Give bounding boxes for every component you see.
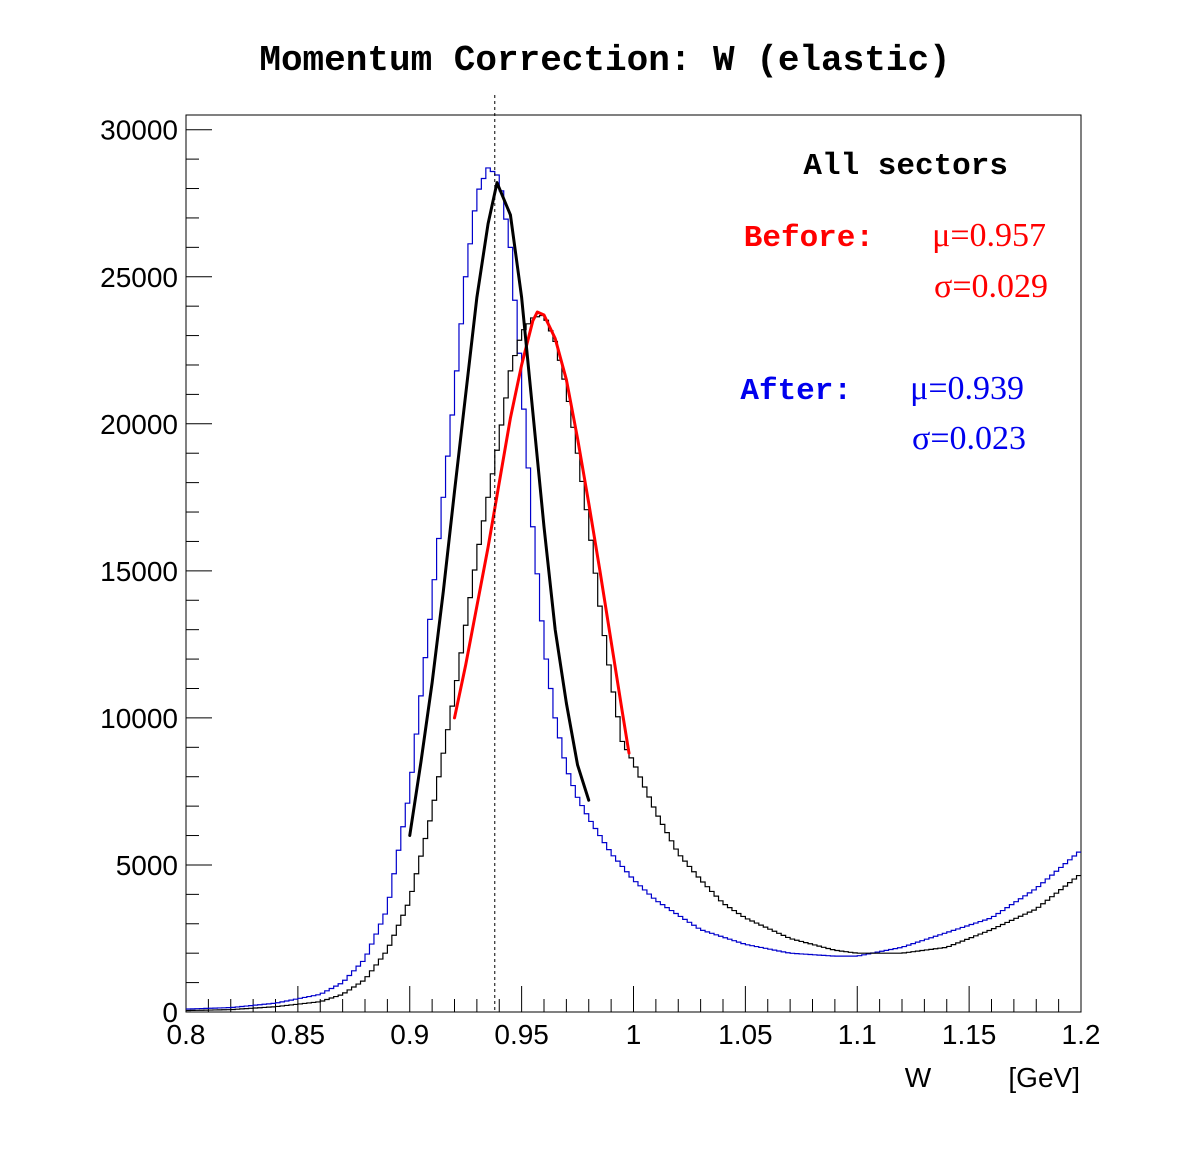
annotation-before-mu: μ=0.957 (932, 217, 1046, 254)
y-tick-label: 5000 (116, 850, 178, 881)
x-tick-label: 0.9 (390, 1019, 429, 1050)
y-tick-label: 0 (162, 997, 178, 1028)
annotation-before-label: Before: (744, 221, 874, 256)
y-tick-label: 30000 (100, 115, 178, 146)
x-tick-label: 0.95 (494, 1019, 549, 1050)
x-axis-label: W (905, 1062, 932, 1093)
y-axis-ticks: 0 5000 10000 15000 20000 25000 30000 (100, 115, 212, 1028)
annotation-after-sigma: σ=0.023 (912, 420, 1026, 457)
annotation-after-label: After: (740, 374, 852, 409)
x-tick-label: 0.85 (271, 1019, 326, 1050)
x-tick-label: 0.8 (167, 1019, 206, 1050)
fit-annotations: All sectors Before: μ=0.957 σ=0.029 Afte… (740, 149, 1048, 457)
y-tick-label: 25000 (100, 262, 178, 293)
x-tick-label: 1.15 (942, 1019, 997, 1050)
fit-curve-2 (453, 310, 631, 755)
annotation-after-mu: μ=0.939 (910, 370, 1024, 407)
x-axis-unit: [GeV] (1008, 1062, 1080, 1093)
histogram-series-0 (186, 167, 1081, 1010)
x-axis-title: W [GeV] (905, 1062, 1080, 1093)
fit-curve-3 (408, 181, 591, 838)
annotation-header: All sectors (803, 149, 1008, 184)
x-tick-label: 1 (626, 1019, 642, 1050)
x-tick-label: 1.1 (838, 1019, 877, 1050)
x-tick-label: 1.2 (1062, 1019, 1101, 1050)
x-tick-label: 1.05 (718, 1019, 773, 1050)
y-tick-label: 10000 (100, 703, 178, 734)
x-axis-ticks: 0.8 0.85 0.9 0.95 1 1.05 1.1 1.15 1.2 (167, 986, 1101, 1050)
y-tick-label: 20000 (100, 409, 178, 440)
y-tick-label: 15000 (100, 556, 178, 587)
histogram-series-1 (186, 314, 1081, 1012)
annotation-before-sigma: σ=0.029 (934, 268, 1048, 305)
chart-title: Momentum Correction: W (elastic) (259, 40, 950, 81)
series-layer (186, 167, 1081, 1012)
